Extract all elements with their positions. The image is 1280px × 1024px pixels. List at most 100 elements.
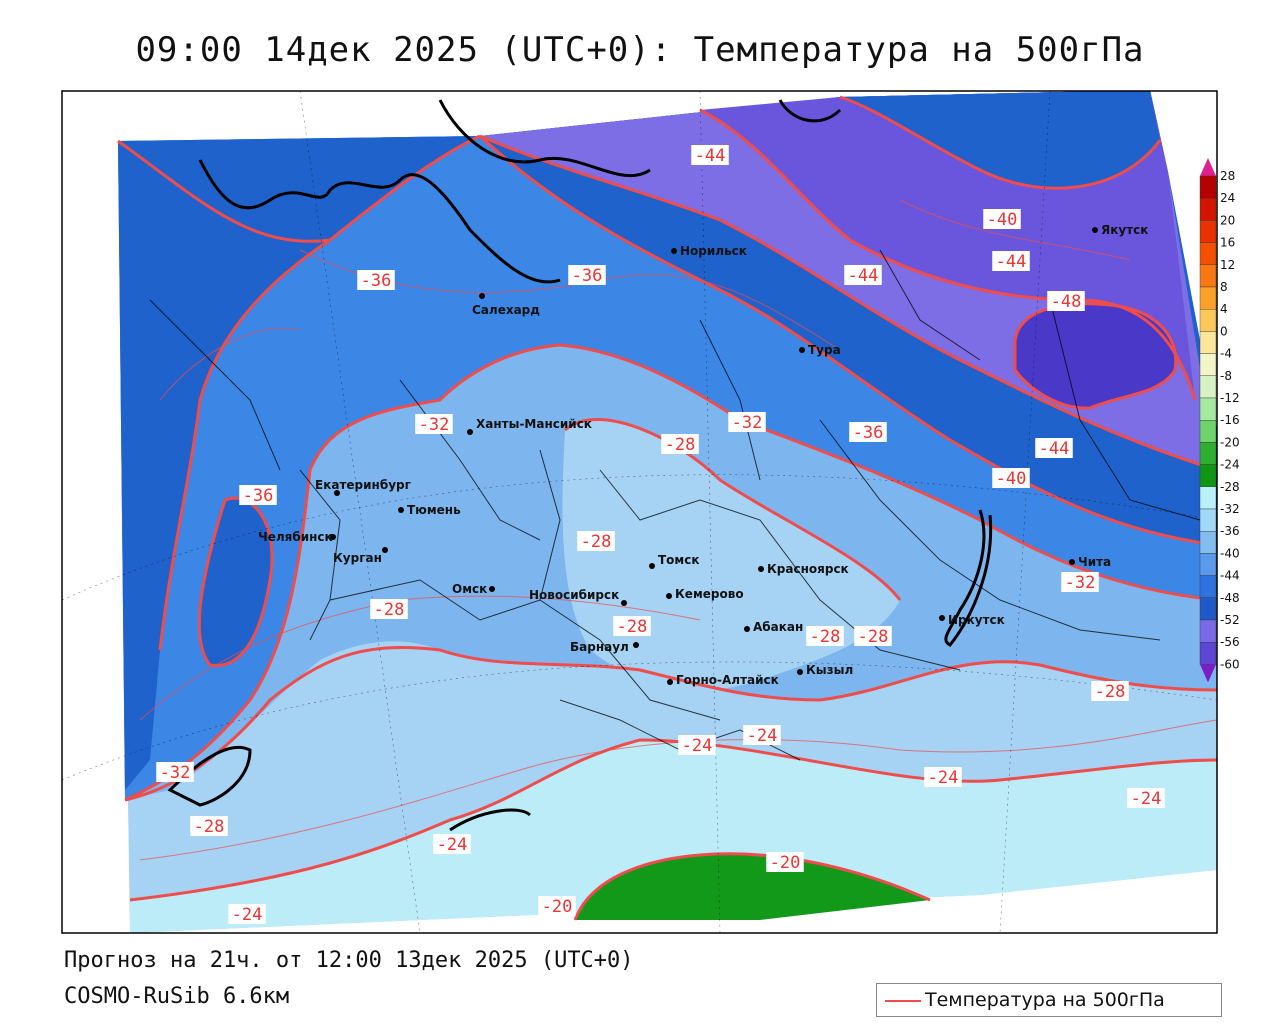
isotherm-label: -32 xyxy=(160,763,191,783)
cities: Норильск Якутск Салехард Тура Ханты-Мансийск… xyxy=(258,223,1148,687)
isotherm-label: -28 xyxy=(810,627,841,647)
city-dot xyxy=(1092,227,1098,233)
legend-label: Температура на 500гПа xyxy=(925,989,1165,1011)
colorbar-max-arrow xyxy=(1200,158,1216,176)
city-dot xyxy=(330,534,336,540)
isotherm-label-bg xyxy=(577,531,615,551)
isotherm-label: -36 xyxy=(243,486,274,506)
colorbar: 28 24 20 16 12 8 4 0 -4 -8 -12 -16 -20 -24 -28 -32 -36 -4… xyxy=(1199,158,1240,683)
city-dot xyxy=(334,490,340,496)
colorbar-tick-label: 16 xyxy=(1220,236,1235,250)
city-dot xyxy=(633,642,639,648)
band-40-36-ne xyxy=(840,91,1160,189)
city-label: Салехард xyxy=(472,303,540,317)
city-dot xyxy=(799,347,805,353)
city-dot xyxy=(398,507,404,513)
isotherm-label: -44 xyxy=(996,252,1027,272)
graticule xyxy=(61,90,1218,934)
colorbar-min-arrow xyxy=(1200,664,1216,683)
isotherm-label-bg xyxy=(1091,681,1129,701)
isotherm-label-bg xyxy=(568,265,606,285)
isotherm-label-bg xyxy=(228,904,266,924)
colorbar-tick-label: -4 xyxy=(1220,347,1232,361)
isotherm-label-bg xyxy=(370,599,408,619)
isotherm-labels: -44 -40 -44 -44 -48 -36 -36 -32 -28 -32 -36 -44 -40 -… xyxy=(156,145,1165,925)
isotherm-label-bg xyxy=(415,414,453,434)
isotherm-label: -28 xyxy=(581,532,612,552)
isotherm-label: -28 xyxy=(858,627,889,647)
city-dot xyxy=(666,593,672,599)
isotherm-label-bg xyxy=(728,412,766,432)
city-dot xyxy=(797,669,803,675)
isotherm-label: -24 xyxy=(437,835,468,855)
colorbar-tick-label: -44 xyxy=(1220,569,1240,583)
colorbar-tick-label: 8 xyxy=(1220,280,1228,294)
isotherm-label-bg xyxy=(743,725,781,745)
city-dot xyxy=(1069,559,1075,565)
city-label: Тура xyxy=(808,343,841,357)
city-label: Омск xyxy=(452,582,487,596)
isotherm-label-bg xyxy=(661,434,699,454)
colorbar-segment xyxy=(1199,442,1217,465)
colorbar-tick-label: -52 xyxy=(1220,613,1240,627)
colorbar-tick-label: -36 xyxy=(1220,524,1240,538)
colorbar-segment xyxy=(1199,619,1217,643)
band-24-20 xyxy=(130,740,1217,933)
isotherm-label: -44 xyxy=(1039,439,1070,459)
isotherm-label-bg xyxy=(849,422,887,442)
isotherm-label-bg xyxy=(433,834,471,854)
isotherm-label-bg xyxy=(1035,438,1073,458)
isotherm-label: -44 xyxy=(848,266,879,286)
isotherm-label: -28 xyxy=(194,817,225,837)
isotherm-label-bg xyxy=(156,762,194,782)
colorbar-tick-label: -40 xyxy=(1220,546,1240,560)
colorbar-segment xyxy=(1199,264,1217,288)
band-40-36-west xyxy=(118,136,480,790)
colorbar-tick-label: -24 xyxy=(1220,458,1240,472)
city-label: Горно-Алтайск xyxy=(676,673,779,687)
isotherm-label-bg xyxy=(239,485,277,505)
city-label: Новосибирск xyxy=(529,588,619,602)
city-dot xyxy=(489,586,495,592)
city-label: Кызыл xyxy=(806,663,853,677)
colorbar-tick-label: -56 xyxy=(1220,635,1240,649)
isotherm-label: -32 xyxy=(732,413,763,433)
isotherm-lines xyxy=(117,95,1217,921)
isotherm-label-bg xyxy=(1047,291,1085,311)
city-label: Красноярск xyxy=(767,562,849,576)
map-title: 09:00 14дек 2025 (UTC+0): Температура на… xyxy=(135,30,1145,70)
city-label: Курган xyxy=(333,551,382,565)
isotherm-label-bg xyxy=(983,209,1021,229)
isotherm-label-bg xyxy=(854,626,892,646)
band-52-48 xyxy=(1015,303,1176,409)
isotherm-label: -28 xyxy=(617,617,648,637)
colorbar-segment xyxy=(1199,464,1217,488)
colorbar-tick-label: 0 xyxy=(1220,324,1228,338)
band-40-36-urals xyxy=(199,498,272,666)
isotherm-label: -40 xyxy=(987,210,1018,230)
isotherm-label-bg xyxy=(678,735,716,755)
isotherm-label-bg xyxy=(844,265,882,285)
map-frame xyxy=(61,90,1218,934)
colorbar-tick-label: 20 xyxy=(1220,213,1235,227)
isotherm-label: -36 xyxy=(361,271,392,291)
isotherm-label-bg xyxy=(806,626,844,646)
isotherm-label-bg xyxy=(924,767,962,787)
city-label: Якутск xyxy=(1101,223,1148,237)
isotherm-label: -24 xyxy=(232,905,263,925)
isotherm-label-bg xyxy=(691,145,729,165)
city-label: Чита xyxy=(1078,555,1111,569)
isotherm-label: -32 xyxy=(1065,573,1096,593)
city-label: Екатеринбург xyxy=(315,478,411,492)
city-label: Норильск xyxy=(680,244,747,258)
colorbar-tick-label: 28 xyxy=(1220,169,1235,183)
colorbar-segment xyxy=(1199,175,1217,199)
forecast-info: Прогноз на 21ч. от 12:00 13дек 2025 (UTC… xyxy=(64,948,634,973)
colorbar-segment xyxy=(1199,197,1217,221)
isotherm-label-bg xyxy=(357,270,395,290)
isotherm-label: -28 xyxy=(374,600,405,620)
colorbar-tick-label: 12 xyxy=(1220,258,1235,272)
city-label: Абакан xyxy=(753,620,803,634)
colorbar-segment xyxy=(1199,220,1217,243)
colorbar-tick-label: 24 xyxy=(1220,191,1235,205)
